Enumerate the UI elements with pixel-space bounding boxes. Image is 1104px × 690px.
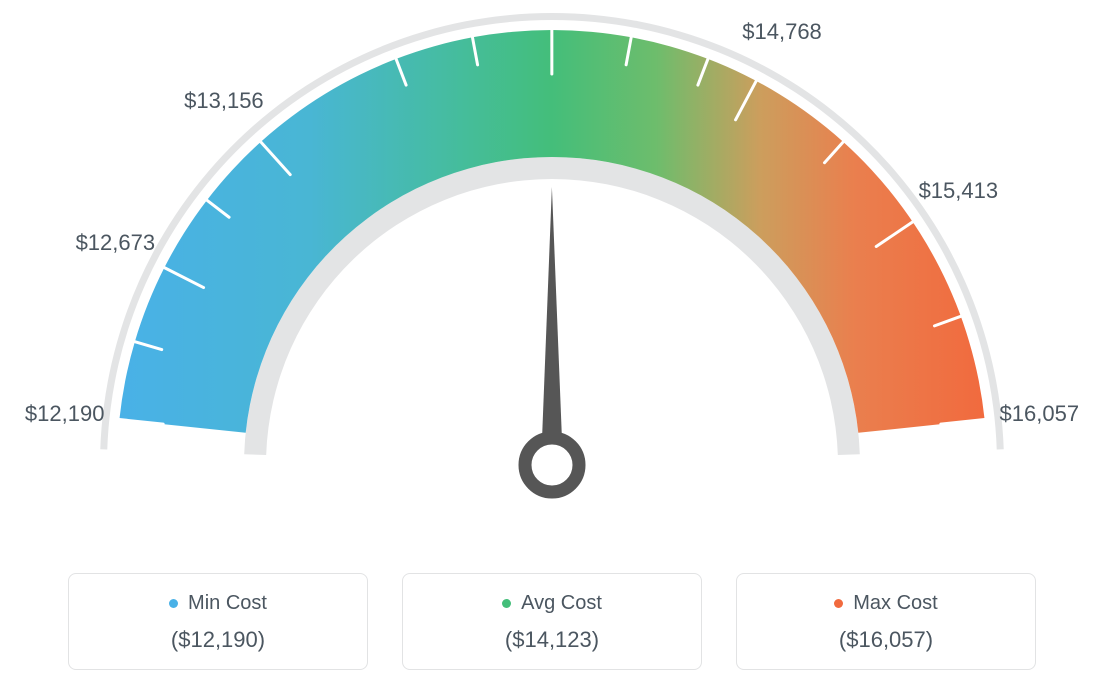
gauge-tick-label: $12,190 — [25, 401, 105, 427]
legend-title-avg: Avg Cost — [403, 592, 701, 615]
legend-title-max: Max Cost — [737, 592, 1035, 615]
gauge-svg — [0, 0, 1104, 545]
legend-dot-avg — [502, 599, 511, 608]
legend-label-min: Min Cost — [188, 592, 267, 615]
legend-label-avg: Avg Cost — [521, 592, 602, 615]
legend-dot-max — [834, 599, 843, 608]
legend-card-avg: Avg Cost ($14,123) — [402, 573, 702, 670]
gauge-tick-label: $12,673 — [76, 230, 156, 256]
legend-dot-min — [169, 599, 178, 608]
gauge-tick-label: $15,413 — [919, 178, 999, 204]
legend-value-max: ($16,057) — [737, 627, 1035, 653]
gauge-area: $12,190$12,673$13,156$14,123$14,768$15,4… — [0, 0, 1104, 545]
legend-value-min: ($12,190) — [69, 627, 367, 653]
gauge-tick-label: $16,057 — [1000, 401, 1080, 427]
gauge-tick-label: $13,156 — [184, 88, 264, 114]
legend-value-avg: ($14,123) — [403, 627, 701, 653]
gauge-tick-label: $14,768 — [742, 19, 822, 45]
legend-row: Min Cost ($12,190) Avg Cost ($14,123) Ma… — [0, 573, 1104, 670]
cost-gauge-widget: $12,190$12,673$13,156$14,123$14,768$15,4… — [0, 0, 1104, 690]
legend-label-max: Max Cost — [853, 592, 937, 615]
legend-title-min: Min Cost — [69, 592, 367, 615]
legend-card-min: Min Cost ($12,190) — [68, 573, 368, 670]
legend-card-max: Max Cost ($16,057) — [736, 573, 1036, 670]
